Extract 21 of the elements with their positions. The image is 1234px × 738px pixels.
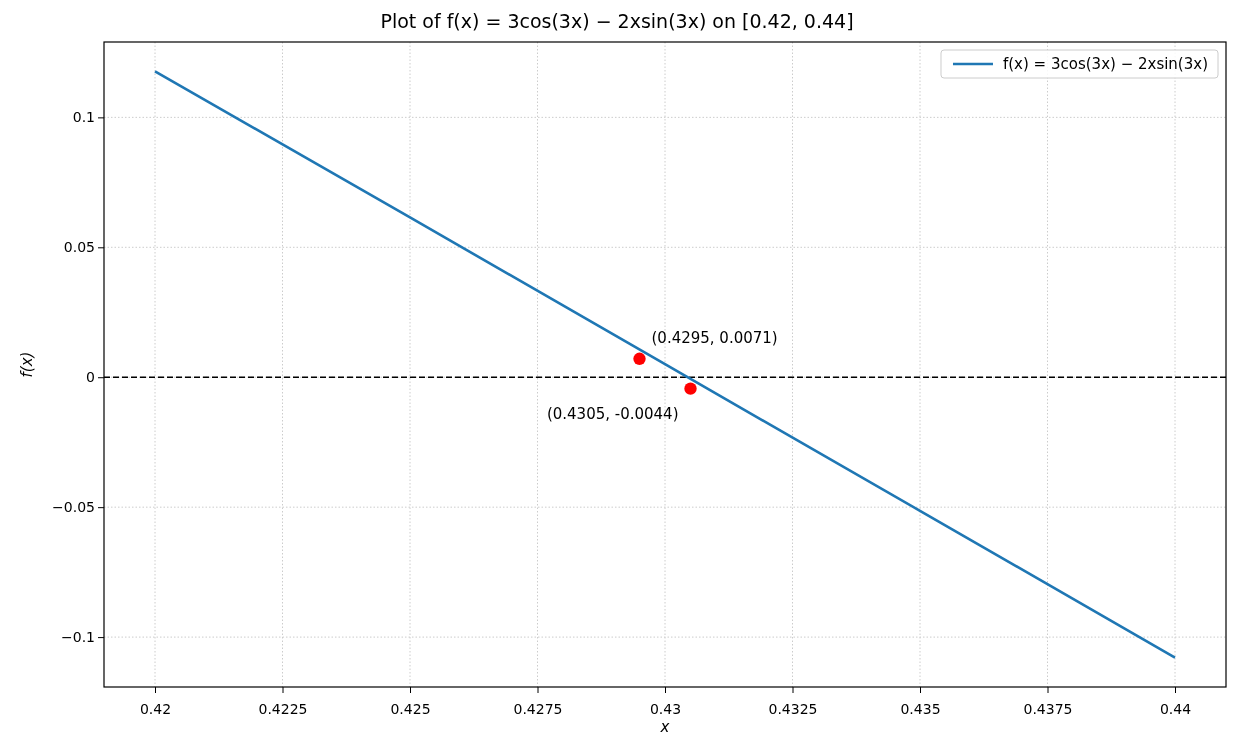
x-tick-label: 0.4275 — [513, 701, 563, 718]
y-tick-label: −0.05 — [52, 499, 95, 516]
chart-title: Plot of f(x) = 3cos(3x) − 2xsin(3x) on [0.42, 0.44] — [380, 10, 854, 32]
annotation: (0.4295, 0.0071) — [651, 328, 778, 347]
x-tick-label: 0.4375 — [1023, 701, 1073, 718]
x-tick-label: 0.43 — [649, 701, 682, 718]
x-tick-label: 0.435 — [900, 701, 941, 718]
x-tick-label: 0.4325 — [768, 701, 818, 718]
x-tick-label: 0.4225 — [258, 701, 308, 718]
y-tick-label: −0.1 — [61, 629, 95, 646]
x-tick-label: 0.425 — [390, 701, 431, 718]
y-tick-label: 0.05 — [63, 239, 95, 256]
x-axis-title: x — [659, 718, 670, 736]
y-axis-title: f(x) — [18, 351, 36, 378]
annotation: (0.4305, -0.0044) — [546, 404, 679, 423]
y-tick-label: 0 — [86, 369, 95, 386]
y-tick-label: 0.1 — [72, 109, 95, 126]
x-tick-label: 0.44 — [1159, 701, 1192, 718]
x-tick-label: 0.42 — [139, 701, 172, 718]
legend-label: f(x) = 3cos(3x) − 2xsin(3x) — [1002, 55, 1208, 73]
line-series — [153, 70, 1177, 659]
